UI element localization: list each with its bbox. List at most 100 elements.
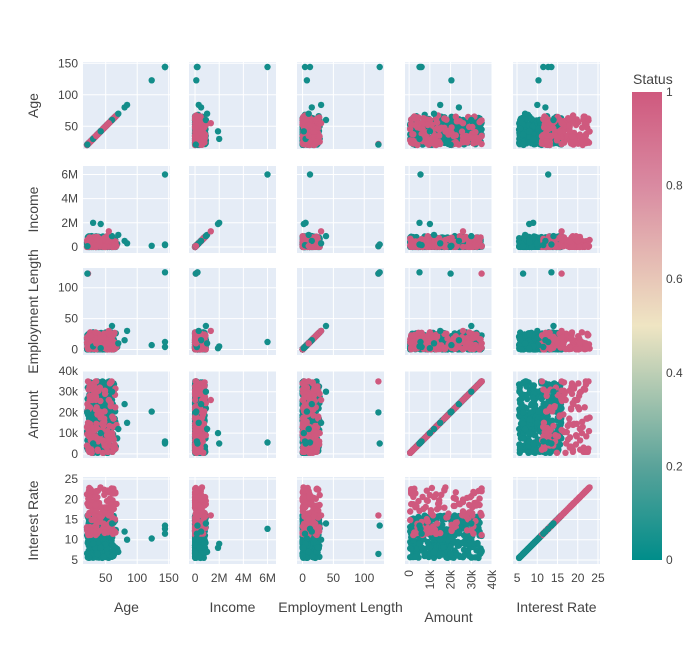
data-point (115, 111, 121, 117)
panel-income-vs-interest_rate (513, 166, 600, 253)
data-point (566, 115, 572, 121)
panel-employment_length-vs-income (189, 268, 276, 355)
data-point (567, 122, 573, 128)
data-point (558, 141, 564, 147)
data-point (162, 269, 168, 275)
data-point (307, 171, 313, 177)
data-point (92, 329, 98, 335)
data-point (541, 124, 547, 130)
data-point (318, 120, 324, 126)
data-point (124, 328, 130, 334)
data-point (418, 242, 424, 248)
data-point (216, 136, 222, 142)
data-point (476, 119, 482, 125)
data-point (437, 240, 443, 246)
data-point (517, 125, 523, 131)
data-point (424, 140, 430, 146)
data-point (93, 340, 99, 346)
data-point (520, 141, 526, 147)
data-point (460, 120, 466, 126)
data-point (478, 133, 484, 139)
data-point (162, 64, 168, 70)
data-point (548, 241, 554, 247)
data-point (318, 228, 324, 234)
data-point (196, 102, 202, 108)
data-point (460, 228, 466, 234)
data-point (208, 120, 214, 126)
data-point (441, 115, 447, 121)
data-point (522, 232, 528, 238)
data-point (106, 120, 112, 126)
data-point (208, 228, 214, 234)
data-point (162, 242, 168, 248)
data-point (192, 124, 198, 130)
data-point (577, 133, 583, 139)
data-point (121, 337, 127, 343)
data-point (520, 131, 526, 137)
data-point (84, 141, 90, 147)
data-point (193, 243, 199, 249)
panel-income-vs-employment_length (297, 166, 384, 253)
panel-income-vs-amount (405, 166, 492, 253)
data-point (416, 136, 422, 142)
data-point (149, 342, 155, 348)
data-point (375, 141, 381, 147)
data-point (478, 243, 484, 249)
data-point (542, 238, 548, 244)
data-point (375, 243, 381, 249)
data-point (534, 240, 540, 246)
data-point (579, 125, 585, 131)
data-point (530, 136, 536, 142)
data-point (448, 77, 454, 83)
data-point (303, 117, 309, 123)
data-point (424, 236, 430, 242)
data-point (545, 171, 551, 177)
panel-age-vs-interest_rate (513, 62, 600, 149)
data-point (548, 64, 554, 70)
data-point (425, 122, 431, 128)
data-point (301, 221, 307, 227)
data-point (201, 139, 207, 145)
data-point (94, 236, 100, 242)
data-point (200, 132, 206, 138)
data-point (124, 102, 130, 108)
data-point (306, 243, 312, 249)
data-point (115, 232, 121, 238)
data-point (306, 133, 312, 139)
panels-layer (83, 62, 600, 564)
data-point (540, 64, 546, 70)
data-point (106, 328, 112, 334)
data-point (149, 243, 155, 249)
data-point (215, 221, 221, 227)
data-point (543, 114, 549, 120)
data-point (557, 234, 563, 240)
data-point (460, 139, 466, 145)
data-point (111, 242, 117, 248)
panel-age-vs-age (83, 62, 170, 149)
data-point (448, 129, 454, 135)
data-point (323, 233, 329, 239)
data-point (193, 133, 199, 139)
data-point (528, 116, 534, 122)
data-point (540, 132, 546, 138)
data-point (478, 141, 484, 147)
data-point (84, 243, 90, 249)
data-point (526, 221, 532, 227)
data-point (522, 111, 528, 117)
data-point (106, 228, 112, 234)
data-point (581, 114, 587, 120)
data-point (468, 117, 474, 123)
data-point (109, 343, 115, 349)
data-point (415, 114, 421, 120)
data-point (302, 64, 308, 70)
data-point (550, 125, 556, 131)
panel-age-vs-employment_length (297, 62, 384, 149)
data-point (427, 221, 433, 227)
data-point (149, 77, 155, 83)
data-point (414, 124, 420, 130)
data-point (162, 344, 168, 350)
data-point (431, 232, 437, 238)
data-point (417, 171, 423, 177)
data-point (550, 117, 556, 123)
data-point (569, 133, 575, 139)
